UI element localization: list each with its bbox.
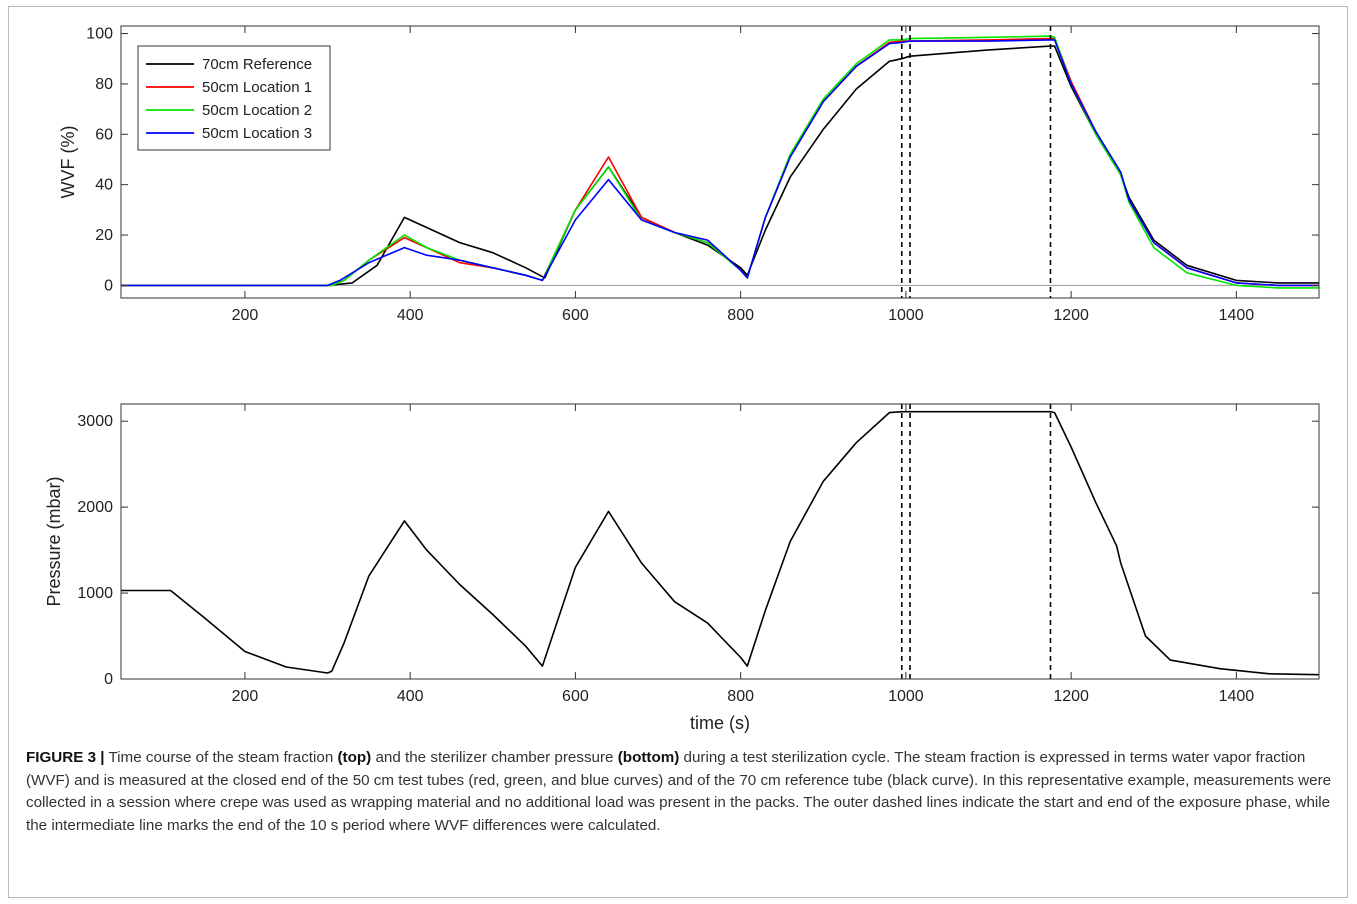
x-tick-label: 800: [727, 688, 754, 705]
x-tick-label: 1000: [888, 688, 924, 705]
caption-text-3: during a test sterilization cycle. The s…: [26, 749, 1332, 834]
chart-2: 200 400 600 800 1000 1200 1400 0 1000 2000 3000 Pre…: [44, 403, 1320, 733]
x-tick-label: 1400: [1219, 688, 1255, 705]
caption-text-2: and the sterilizer chamber pressure: [371, 749, 618, 766]
x-tick-label: 200: [232, 688, 259, 705]
series-line-pressure: [121, 410, 1320, 676]
chart-1: 200 400 600 800 1000 1200 1400 0 20 40 60 80 100 WVF …: [58, 25, 1320, 324]
x-axis-label: time (s): [690, 713, 750, 733]
figure-frame: [8, 6, 1348, 898]
y-axis-label: Pressure (mbar): [44, 476, 64, 606]
caption-text-1: Time course of the steam fraction: [104, 749, 338, 766]
x-tick-label: 400: [397, 307, 424, 324]
x-tick-label: 1000: [888, 307, 924, 324]
x-tick-label: 200: [232, 307, 259, 324]
y-tick-label: 3000: [77, 413, 113, 430]
y-tick-label: 80: [95, 76, 113, 93]
figure-caption: FIGURE 3 | Time course of the steam frac…: [26, 747, 1336, 837]
legend-label: 50cm Location 1: [202, 79, 312, 96]
caption-label: FIGURE 3 |: [26, 749, 105, 766]
y-tick-label: 100: [86, 26, 113, 43]
plot-frame: [120, 403, 1320, 680]
caption-bold-bottom: (bottom): [617, 749, 680, 766]
x-tick-label: 600: [562, 688, 589, 705]
x-tick-label: 600: [562, 307, 589, 324]
legend: 70cm Reference 50cm Location 1 50cm Locati…: [137, 45, 331, 151]
figure-plots: 200 400 600 800 1000 1200 1400 0 20 40 60 80 100 WVF …: [44, 25, 1320, 733]
legend-label: 50cm Location 2: [202, 102, 312, 119]
y-tick-label: 20: [95, 227, 113, 244]
plot-frame: [120, 25, 1320, 299]
y-tick-label: 0: [104, 277, 113, 294]
legend-label: 70cm Reference: [202, 56, 312, 73]
x-tick-label: 800: [727, 307, 754, 324]
y-tick-label: 60: [95, 126, 113, 143]
y-tick-label: 0: [104, 671, 113, 688]
y-tick-label: 2000: [77, 499, 113, 516]
y-tick-label: 40: [95, 177, 113, 194]
legend-label: 50cm Location 3: [202, 125, 312, 142]
series-line-50cm-location-3: [121, 39, 1319, 287]
y-tick-label: 1000: [77, 585, 113, 602]
x-tick-label: 1200: [1053, 688, 1089, 705]
x-tick-label: 1200: [1053, 307, 1089, 324]
y-axis-label: WVF (%): [58, 126, 78, 199]
x-tick-label: 1400: [1219, 307, 1255, 324]
caption-bold-top: (top): [337, 749, 372, 766]
x-tick-label: 400: [397, 688, 424, 705]
